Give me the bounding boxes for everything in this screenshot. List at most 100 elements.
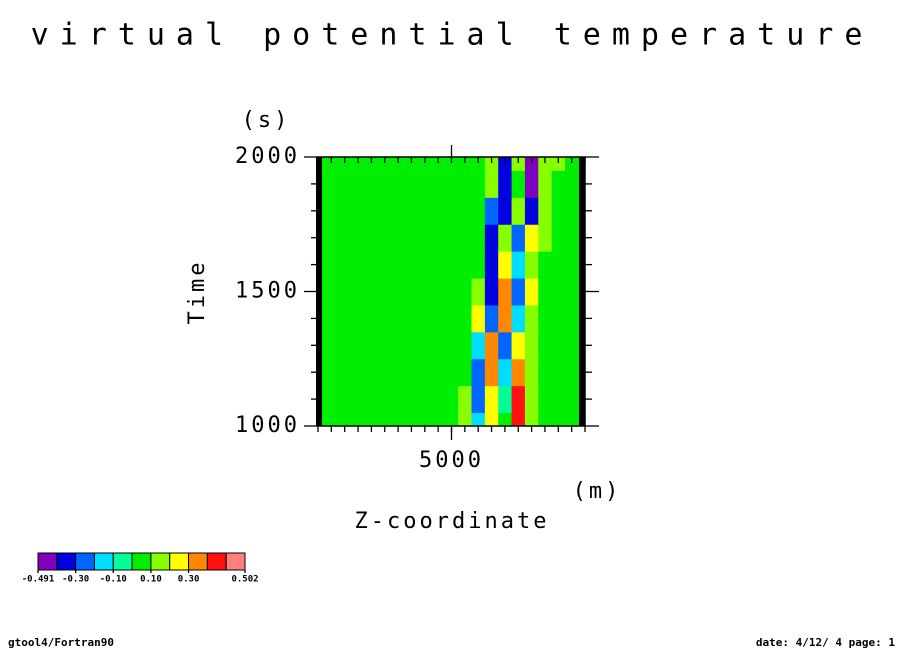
contour-cell bbox=[431, 224, 446, 252]
contour-cell bbox=[524, 304, 539, 333]
colorbar-box bbox=[37, 552, 58, 571]
boundary-bar bbox=[316, 157, 322, 426]
contour-cell bbox=[418, 358, 432, 387]
contour-cell bbox=[498, 304, 513, 333]
contour-cell bbox=[404, 331, 419, 360]
contour-cell bbox=[498, 170, 513, 198]
y-axis-label: Time bbox=[185, 260, 210, 325]
contour-cell bbox=[404, 251, 419, 279]
contour-cell bbox=[351, 385, 366, 414]
colorbar-box bbox=[225, 552, 246, 571]
contour-cell bbox=[484, 278, 499, 306]
contour-cell bbox=[418, 385, 432, 414]
contour-cell bbox=[324, 170, 339, 198]
contour-cell bbox=[458, 251, 473, 279]
contour-cell bbox=[538, 197, 553, 225]
contour-cell bbox=[471, 224, 486, 252]
contour-cell bbox=[498, 278, 513, 306]
contour-cell bbox=[444, 224, 459, 252]
contour-cell bbox=[444, 385, 459, 414]
contour-cell bbox=[391, 251, 406, 279]
contour-cell bbox=[484, 358, 499, 387]
contour-cell bbox=[431, 278, 446, 306]
contour-cell bbox=[431, 331, 446, 360]
colorbar-box bbox=[112, 552, 133, 571]
contour-cell bbox=[378, 385, 392, 414]
contour-cell bbox=[444, 157, 459, 171]
contour-cell bbox=[484, 251, 499, 279]
contour-cell bbox=[391, 358, 406, 387]
contour-cell bbox=[564, 304, 579, 333]
contour-cell bbox=[458, 197, 473, 225]
contour-cell bbox=[391, 278, 406, 306]
contour-cell bbox=[364, 157, 379, 171]
colorbar-label: 0.30 bbox=[178, 575, 200, 585]
contour-cell bbox=[364, 170, 379, 198]
x-axis-label: Z-coordinate bbox=[355, 509, 550, 534]
contour-cell bbox=[551, 197, 566, 225]
y-tick-label: 2000 bbox=[235, 144, 300, 169]
contour-cell bbox=[458, 331, 473, 360]
contour-cell bbox=[338, 331, 352, 360]
contour-cell bbox=[418, 197, 432, 225]
contour-cell bbox=[471, 385, 486, 414]
contour-cell bbox=[351, 412, 366, 427]
contour-cell bbox=[458, 304, 473, 333]
contour-cell bbox=[444, 278, 459, 306]
contour-cell bbox=[551, 224, 566, 252]
contour-cell bbox=[391, 412, 406, 427]
contour-cell bbox=[364, 412, 379, 427]
contour-cell bbox=[498, 412, 513, 427]
contour-cell bbox=[524, 170, 539, 198]
contour-cell bbox=[498, 331, 513, 360]
contour-cell bbox=[458, 278, 473, 306]
contour-cell bbox=[404, 358, 419, 387]
contour-cell bbox=[391, 385, 406, 414]
contour-cell bbox=[564, 224, 579, 252]
contour-cell bbox=[484, 304, 499, 333]
colorbar-box bbox=[169, 552, 190, 571]
contour-cell bbox=[378, 170, 392, 198]
colorbar-box bbox=[93, 552, 114, 571]
colorbar-box bbox=[56, 552, 77, 571]
contour-cell bbox=[458, 170, 473, 198]
contour-cell bbox=[484, 224, 499, 252]
contour-cell bbox=[364, 331, 379, 360]
contour-cell bbox=[418, 331, 432, 360]
contour-cell bbox=[471, 278, 486, 306]
contour-cell bbox=[511, 304, 526, 333]
contour-cell bbox=[431, 170, 446, 198]
contour-cell bbox=[418, 304, 432, 333]
y-tick-label: 1000 bbox=[235, 413, 300, 438]
contour-cell bbox=[351, 278, 366, 306]
contour-cell bbox=[471, 358, 486, 387]
contour-cell bbox=[444, 304, 459, 333]
boundary-bar bbox=[579, 157, 585, 426]
contour-cell bbox=[378, 331, 392, 360]
contour-cell bbox=[404, 304, 419, 333]
contour-cell bbox=[404, 197, 419, 225]
contour-cell bbox=[391, 157, 406, 171]
contour-cell bbox=[391, 170, 406, 198]
x-unit: (m) bbox=[573, 479, 622, 504]
contour-cell bbox=[471, 251, 486, 279]
contour-cell bbox=[404, 157, 419, 171]
contour-cell bbox=[364, 385, 379, 414]
contour-cell bbox=[378, 157, 392, 171]
contour-cell bbox=[324, 331, 339, 360]
contour-cell bbox=[551, 278, 566, 306]
contour-cell bbox=[538, 412, 553, 427]
contour-cell bbox=[471, 197, 486, 225]
contour-cell bbox=[338, 385, 352, 414]
contour-cell bbox=[498, 157, 513, 171]
contour-cell bbox=[418, 224, 432, 252]
contour-cell bbox=[418, 278, 432, 306]
contour-cell bbox=[511, 358, 526, 387]
colorbar-box bbox=[131, 552, 152, 571]
contour-cell bbox=[524, 331, 539, 360]
contour-cell bbox=[471, 157, 486, 171]
contour-cell bbox=[564, 385, 579, 414]
contour-cell bbox=[338, 412, 352, 427]
contour-cell bbox=[551, 385, 566, 414]
